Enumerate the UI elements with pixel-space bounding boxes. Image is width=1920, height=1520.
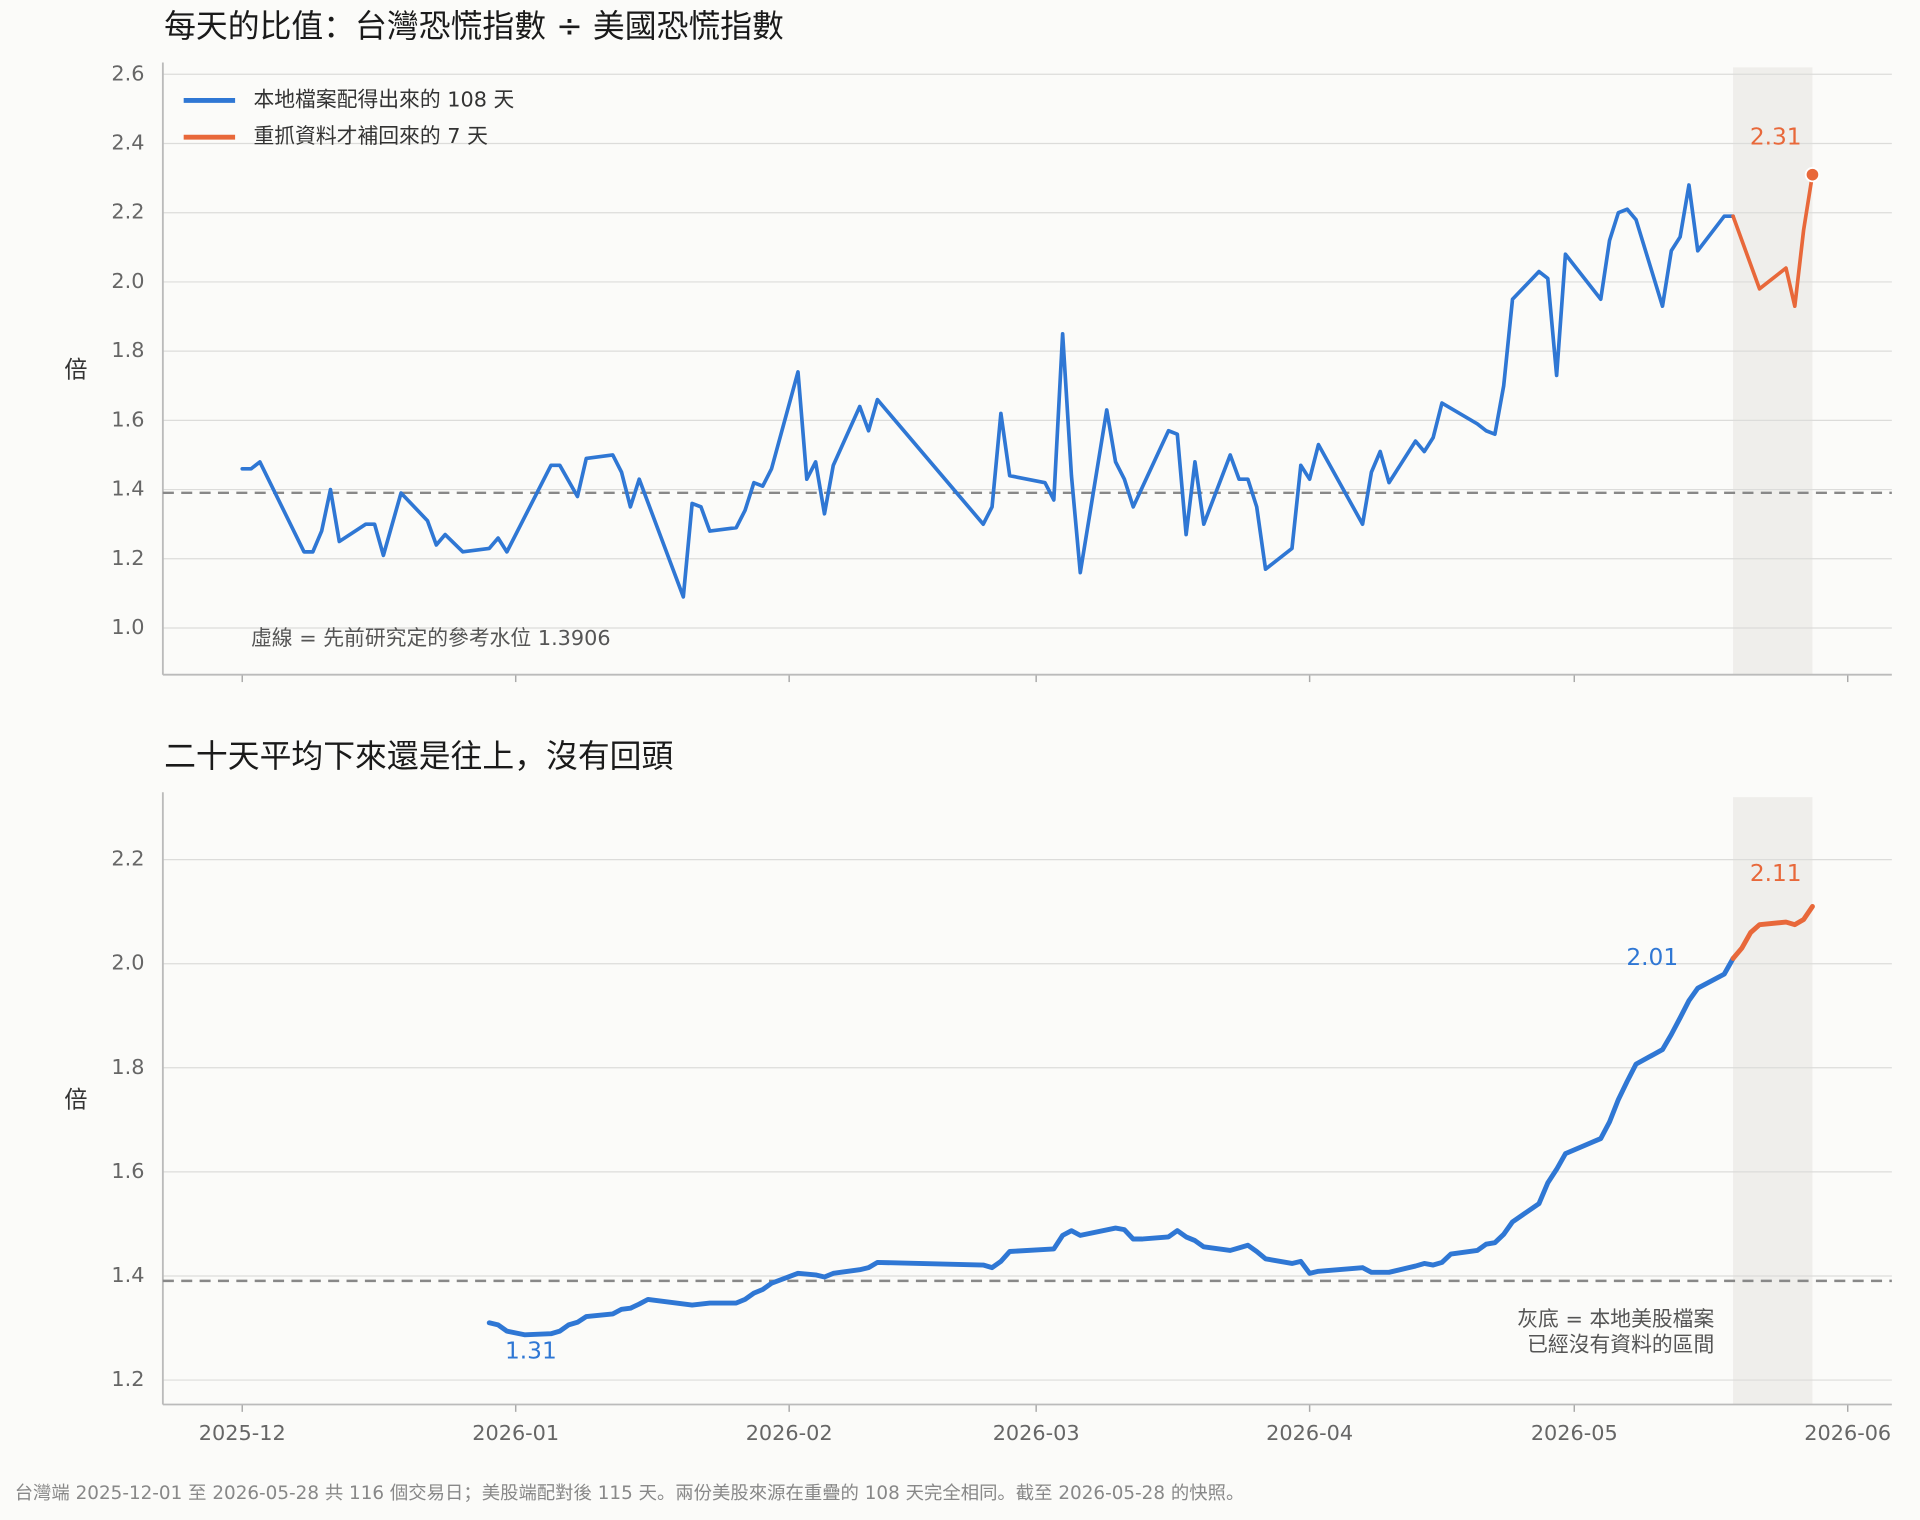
data-line xyxy=(486,956,1736,1338)
legend-label: 重抓資料才補回來的 7 天 xyxy=(253,124,488,148)
y-tick-label: 2.2 xyxy=(111,847,144,871)
x-tick-label: 2026-02 xyxy=(746,1421,833,1445)
y-tick-label: 1.0 xyxy=(111,615,144,639)
y-tick-label: 1.8 xyxy=(111,1055,144,1079)
y-tick-label: 1.4 xyxy=(111,477,144,501)
x-tick-label: 2026-03 xyxy=(993,1421,1080,1445)
x-tick-label: 2025-12 xyxy=(199,1421,286,1445)
y-axis-label: 倍 xyxy=(64,1086,87,1113)
y-tick-label: 1.2 xyxy=(111,1367,144,1391)
x-tick-label: 2026-06 xyxy=(1804,1421,1891,1445)
x-tick-label: 2026-05 xyxy=(1531,1421,1618,1445)
annotation: 虛線 = 先前研究定的參考水位 1.3906 xyxy=(251,626,611,650)
y-tick-label: 2.4 xyxy=(111,131,144,155)
y-tick-label: 1.6 xyxy=(111,407,144,431)
y-tick-label: 2.6 xyxy=(111,61,144,85)
y-tick-label: 1.8 xyxy=(111,338,144,362)
y-tick-label: 1.6 xyxy=(111,1159,144,1183)
x-tick-label: 2026-04 xyxy=(1266,1421,1353,1445)
value-label: 2.11 xyxy=(1750,860,1802,887)
value-label: 2.31 xyxy=(1750,123,1802,150)
footnote: 台灣端 2025-12-01 至 2026-05-28 共 116 個交易日；美… xyxy=(15,1483,1245,1504)
end-point xyxy=(1804,166,1821,183)
annotation: 灰底 = 本地美股檔案 xyxy=(1517,1307,1714,1331)
y-axis-label: 倍 xyxy=(64,357,87,384)
legend-label: 本地檔案配得出來的 108 天 xyxy=(253,87,514,111)
data-line xyxy=(240,183,1735,599)
y-tick-label: 1.4 xyxy=(111,1263,144,1287)
y-tick-label: 2.0 xyxy=(111,269,144,293)
chart-title: 二十天平均下來還是往上，沒有回頭 xyxy=(164,737,673,775)
data-line xyxy=(1730,903,1815,961)
value-label: 1.31 xyxy=(505,1338,557,1365)
annotation: 已經沒有資料的區間 xyxy=(1527,1333,1714,1357)
y-tick-label: 2.2 xyxy=(111,200,144,224)
chart-title: 每天的比值：台灣恐慌指數 ÷ 美國恐慌指數 xyxy=(164,7,784,45)
value-label: 2.01 xyxy=(1626,944,1678,971)
shaded-region xyxy=(1733,797,1813,1405)
y-tick-label: 2.0 xyxy=(111,951,144,975)
data-line xyxy=(1731,172,1815,308)
x-tick-label: 2026-01 xyxy=(472,1421,559,1445)
y-tick-label: 1.2 xyxy=(111,546,144,570)
shaded-region xyxy=(1733,67,1813,675)
